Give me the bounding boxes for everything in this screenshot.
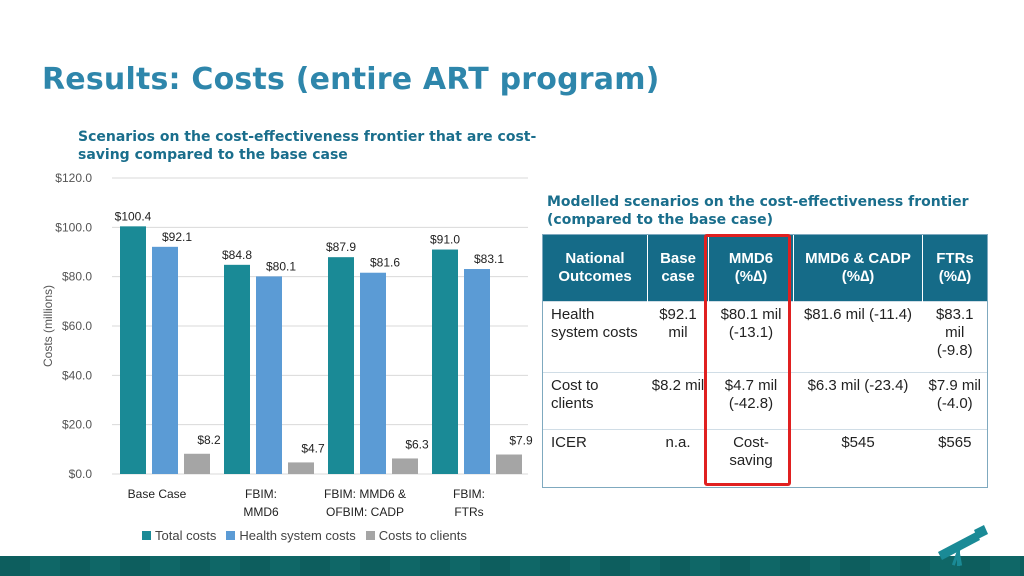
bar <box>152 246 178 474</box>
x-tick-label: MMD6 <box>243 505 279 519</box>
y-tick-label: $80.0 <box>62 270 92 284</box>
legend-label: Costs to clients <box>378 528 467 543</box>
cell-value: Cost-saving <box>708 429 794 483</box>
y-tick-label: $120.0 <box>55 171 92 185</box>
y-tick-label: $60.0 <box>62 319 92 333</box>
table-header-row: National Outcomes Base case MMD6 (%∆) MM… <box>543 235 987 302</box>
data-label: $91.0 <box>430 233 460 247</box>
x-tick-label: FTRs <box>454 505 483 519</box>
bar <box>288 462 314 474</box>
y-tick-label: $20.0 <box>62 418 92 432</box>
y-tick-label: $40.0 <box>62 368 92 382</box>
data-label: $6.3 <box>405 437 429 451</box>
table-row: ICER n.a. Cost-saving $545 $565 <box>543 429 987 483</box>
bar <box>256 276 282 474</box>
row-label-health-system: Health system costs <box>543 301 648 373</box>
header-ftrs: FTRs (%∆) <box>922 235 987 302</box>
cell-value: $80.1 mil (-13.1) <box>708 301 794 373</box>
chart-subtitle: Scenarios on the cost-effectiveness fron… <box>78 129 537 163</box>
bar <box>392 458 418 474</box>
header-base-case: Base case <box>647 235 709 302</box>
cell-value: $8.2 mil <box>647 372 709 430</box>
y-axis-label: Costs (millions) <box>41 285 55 367</box>
row-label-cost-to-clients: Cost to clients <box>543 372 648 430</box>
cell-value: $81.6 mil (-11.4) <box>793 301 923 373</box>
data-label: $83.1 <box>474 252 504 266</box>
legend-item: Total costs <box>142 528 216 543</box>
legend-item: Health system costs <box>226 528 356 543</box>
cell-value: $565 <box>922 429 987 483</box>
cell-value: $4.7 mil (-42.8) <box>708 372 794 430</box>
cell-value: $6.3 mil (-23.4) <box>793 372 923 430</box>
legend-label: Total costs <box>155 528 217 543</box>
legend-swatch <box>365 531 375 540</box>
bar-chart: $0.0 $20.0 $40.0 $60.0 $80.0 $100.0 $120.0 Cost… <box>41 171 533 519</box>
outcomes-table: National Outcomes Base case MMD6 (%∆) MM… <box>543 235 987 483</box>
table-row: Health system costs $92.1 mil $80.1 mil … <box>543 301 987 373</box>
table-title: Modelled scenarios on the cost-effective… <box>547 194 969 228</box>
header-mmd6: MMD6 (%∆) <box>708 235 794 302</box>
data-label: $8.2 <box>197 433 221 447</box>
legend-label: Health system costs <box>239 528 356 543</box>
data-label: $92.1 <box>162 230 192 244</box>
footer-pattern <box>0 556 1024 576</box>
data-label: $81.6 <box>370 256 400 270</box>
cell-value: $7.9 mil (-4.0) <box>922 372 987 430</box>
legend-swatch <box>226 531 236 540</box>
cell-value: n.a. <box>647 429 709 483</box>
table-row: Cost to clients $8.2 mil $4.7 mil (-42.8… <box>543 372 987 430</box>
bar <box>328 257 354 474</box>
header-national-outcomes: National Outcomes <box>543 235 648 302</box>
legend-swatch <box>142 531 151 540</box>
page-title: Results: Costs (entire ART program) <box>42 62 660 97</box>
y-tick-label: $100.0 <box>55 220 92 234</box>
bar <box>432 249 458 474</box>
x-tick-label: FBIM: <box>453 487 485 501</box>
bar <box>464 269 490 474</box>
x-tick-label: FBIM: MMD6 & <box>324 487 406 501</box>
data-label: $87.9 <box>326 240 356 254</box>
chart-legend: Total costs Health system costs Costs to c… <box>142 528 467 543</box>
header-mmd6-cadp: MMD6 & CADP (%∆) <box>793 235 923 302</box>
x-tick-label: OFBIM: CADP <box>326 505 404 519</box>
x-tick-label: Base Case <box>128 487 187 501</box>
row-label-icer: ICER <box>543 429 648 483</box>
footer-bar <box>0 556 1024 576</box>
data-label: $84.8 <box>222 248 252 262</box>
cell-value: $545 <box>793 429 923 483</box>
bar <box>496 454 522 474</box>
cell-value: $92.1 mil <box>647 301 709 373</box>
y-tick-label: $0.0 <box>69 467 93 481</box>
mmd6-highlight-box <box>704 234 791 486</box>
bar <box>224 264 250 474</box>
data-label: $4.7 <box>301 441 325 455</box>
cell-value: $83.1 mil (-9.8) <box>922 301 987 373</box>
bar <box>360 272 386 474</box>
outcomes-table-container: National Outcomes Base case MMD6 (%∆) MM… <box>542 234 988 488</box>
bar <box>120 226 146 474</box>
legend-item: Costs to clients <box>365 528 467 543</box>
x-tick-label: FBIM: <box>245 487 277 501</box>
bar <box>184 453 210 474</box>
data-label: $100.4 <box>115 209 152 223</box>
data-label: $7.9 <box>509 434 533 448</box>
telescope-icon <box>938 525 988 566</box>
data-label: $80.1 <box>266 259 296 273</box>
